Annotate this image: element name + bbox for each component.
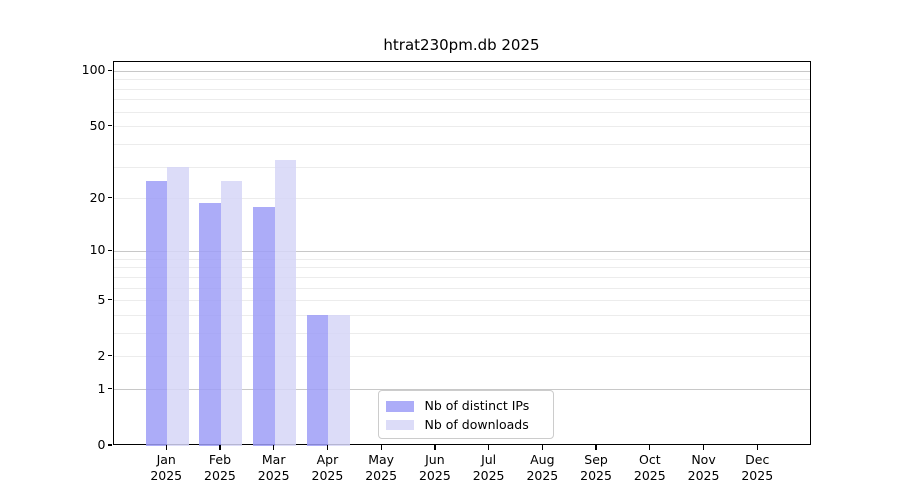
x-tick-label: Mar 2025: [257, 452, 290, 483]
x-tick: [756, 445, 758, 450]
y-gridline-minor: [113, 287, 810, 289]
x-tick-label: Oct 2025: [633, 452, 666, 483]
y-gridline-minor: [113, 332, 810, 334]
x-tick-label: Dec 2025: [741, 452, 774, 483]
bar-distinct-ips: [199, 202, 221, 446]
y-tick-label: 5: [97, 291, 106, 307]
y-tick: [107, 69, 112, 71]
legend-entry-downloads: Nb of downloads: [385, 416, 545, 435]
y-gridline-major: [113, 389, 810, 391]
legend-swatch-distinct-ips: [385, 401, 414, 412]
x-tick: [541, 445, 543, 450]
y-tick-label: 1: [97, 380, 106, 396]
y-gridline-minor: [113, 166, 810, 168]
x-tick-label: Jan 2025: [150, 452, 183, 483]
y-tick: [107, 388, 112, 390]
y-gridline-minor: [113, 300, 810, 302]
y-gridline-minor: [113, 126, 810, 128]
y-gridline-minor: [113, 258, 810, 260]
x-tick: [273, 445, 275, 450]
y-gridline-minor: [113, 88, 810, 90]
y-gridline-minor: [113, 198, 810, 200]
y-tick: [107, 355, 112, 357]
y-tick-label: 50: [89, 117, 106, 133]
bar-downloads: [220, 181, 243, 446]
x-tick-label: Jun 2025: [418, 452, 451, 483]
x-tick-label: Nov 2025: [687, 452, 720, 483]
chart-title: htrat230pm.db 2025: [383, 36, 540, 54]
legend-label-distinct-ips: Nb of distinct IPs: [424, 398, 530, 414]
plot-area: [112, 60, 811, 446]
y-gridline-minor: [113, 79, 810, 81]
y-tick-label: 0: [97, 437, 106, 452]
y-gridline-minor: [113, 276, 810, 278]
bar-downloads: [167, 167, 189, 446]
x-tick: [380, 445, 382, 450]
x-tick-label: Sep 2025: [580, 452, 612, 483]
bar-downloads: [274, 159, 297, 446]
y-gridline-major: [113, 70, 810, 72]
x-tick: [219, 445, 221, 450]
x-tick-label: Jul 2025: [472, 452, 505, 483]
legend-label-downloads: Nb of downloads: [424, 416, 529, 432]
y-gridline-minor: [113, 356, 810, 358]
x-tick-label: Aug 2025: [526, 452, 559, 483]
x-tick: [702, 445, 705, 450]
legend: Nb of distinct IPs Nb of downloads: [377, 390, 554, 439]
bar-downloads: [328, 315, 350, 446]
y-gridline-minor: [113, 144, 810, 146]
x-tick-label: Feb 2025: [204, 452, 236, 483]
y-tick: [107, 249, 112, 251]
x-tick-label: Apr 2025: [311, 452, 344, 483]
y-tick-label: 10: [89, 242, 106, 258]
y-tick-label: 20: [89, 189, 106, 205]
y-gridline-minor: [113, 267, 810, 269]
y-gridline-minor: [113, 314, 810, 316]
y-gridline-minor: [113, 111, 810, 113]
y-tick: [107, 125, 112, 127]
x-tick: [487, 445, 490, 450]
bar-distinct-ips: [306, 315, 329, 446]
y-gridline-major: [113, 250, 810, 252]
y-tick-label: 100: [81, 62, 106, 78]
x-tick: [165, 445, 167, 450]
y-tick: [107, 444, 112, 446]
x-tick: [595, 445, 597, 450]
x-tick-label: May 2025: [365, 452, 398, 483]
legend-swatch-downloads: [385, 419, 414, 430]
legend-entry-distinct-ips: Nb of distinct IPs: [385, 397, 545, 416]
x-tick: [326, 445, 329, 450]
x-tick: [649, 445, 651, 450]
x-tick: [434, 445, 436, 450]
y-tick-label: 2: [97, 347, 106, 363]
y-tick: [107, 298, 112, 301]
y-tick: [107, 197, 112, 199]
y-gridline-minor: [113, 99, 810, 101]
bar-distinct-ips: [145, 181, 168, 446]
bar-distinct-ips: [253, 206, 275, 446]
